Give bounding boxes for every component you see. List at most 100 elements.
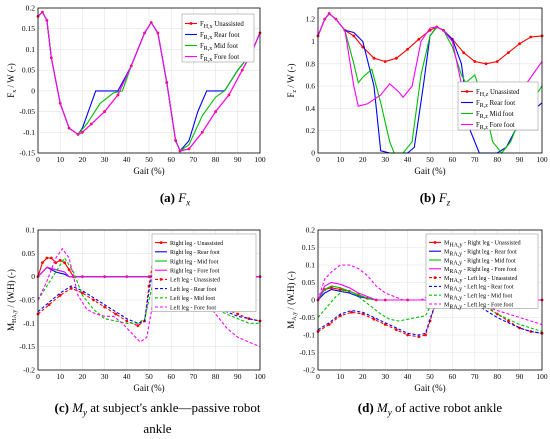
y-tick-label: 0.15 [22,24,35,33]
legend-entry: Right leg - Rear foot [170,249,220,256]
x-tick-label: 10 [337,372,345,381]
x-axis-label: Gait (%) [414,166,445,176]
data-point [473,60,477,63]
y-tick-label: -0.05 [19,296,35,305]
caption-d: (d) My of active robot ankle [310,400,550,421]
caption-c-subscript: y [83,407,88,418]
x-tick-label: 30 [381,155,389,164]
y-tick-label: 0 [311,296,315,305]
x-tick-label: 40 [123,372,131,381]
x-tick-label: 40 [404,372,412,381]
x-axis-label: Gait (%) [414,383,445,393]
y-tick-label: -0.15 [19,149,35,158]
x-tick-label: 90 [234,372,242,381]
x-tick-label: 90 [234,155,242,164]
legend-marker [189,22,193,25]
y-axis-label: MHA,y / (W.H) (-) [6,269,18,331]
y-tick-label: 0 [311,149,315,158]
plot-frame [317,229,543,371]
legend-marker [159,278,163,281]
legend-entry: MRA,y - Left leg - Fore foot [444,301,514,310]
x-tick-label: 50 [145,155,153,164]
x-tick-label: 80 [493,372,501,381]
caption-b-subscript: z [446,197,451,208]
x-tick-label: 50 [426,155,434,164]
caption-c-letter: (c) [54,400,69,415]
legend-entry: Right leg - Unassisted [170,241,223,247]
series-line [317,12,543,154]
x-tick-label: 60 [449,155,457,164]
x-tick-label: 60 [449,372,457,381]
y-tick-label: 0.2 [26,4,36,13]
legend-entry: FH,x Unassisted [200,21,244,30]
y-tick-label: 0.1 [26,45,36,54]
legend-entry: FR,x Mid foot [200,43,238,52]
data-point [372,317,376,321]
x-tick-label: 50 [426,372,434,381]
data-point [41,261,44,265]
y-tick-label: 0.1 [26,226,36,235]
x-tick-label: 40 [404,155,412,164]
data-point [395,56,398,60]
x-tick-label: 10 [56,372,64,381]
data-point [114,312,118,316]
caption-a: (a) Fx [70,190,280,211]
y-tick-label: -0.2 [23,366,35,375]
series-line [317,264,543,326]
legend-entry: Left leg - Fore foot [170,304,216,311]
x-tick-label: 90 [516,155,524,164]
x-tick-label: 50 [145,372,153,381]
data-point [103,305,106,309]
data-point [352,34,356,38]
legend-entry: Left leg - Unassisted [170,277,220,284]
data-point [49,256,53,260]
caption-b: (b) Fz [330,190,540,211]
y-axis-label: Fz / W (-) [286,63,298,97]
y-axis-label: MA,y / (W.H) (-) [286,271,298,329]
x-tick-label: 30 [101,372,109,381]
y-tick-label: -0.1 [23,319,35,328]
x-tick-label: 0 [316,155,320,164]
data-point [81,291,84,295]
y-tick-label: 1.2 [306,15,316,24]
y-tick-label: -0.2 [303,366,315,375]
x-tick-label: 70 [471,155,479,164]
caption-c-text: at subject's ankle—passive robot [90,400,261,415]
data-point [529,330,533,333]
data-point [417,335,421,339]
caption-d-symbol: M [376,400,388,415]
series-line [317,12,543,154]
y-tick-label: 0.6 [306,82,316,91]
data-point [507,319,510,323]
caption-b-symbol: F [438,190,447,205]
y-tick-label: 0.1 [306,261,316,270]
legend-entry: FR,z Rear foot [476,100,515,109]
x-tick-label: 10 [56,155,64,164]
legend-entry: FR,z Fore foot [476,122,515,131]
legend-entry: MHA,y - Right leg - Unassisted [444,241,521,249]
data-point [395,328,398,332]
x-tick-label: 20 [79,155,87,164]
y-tick-label: 0.2 [306,126,316,135]
x-tick-label: 70 [471,372,479,381]
legend-entry: MHA,y - Left leg - Unassisted [444,275,517,284]
y-tick-label: -0.15 [19,342,35,351]
legend-entry: MRA,y - Left leg - Mid foot [444,293,513,302]
caption-a-letter: (a) [159,190,175,205]
x-tick-label: 20 [79,372,87,381]
legend-entry: Left leg - Rear foot [170,286,217,293]
x-tick-label: 40 [123,155,131,164]
y-tick-label: 1 [311,37,315,46]
data-point [125,319,129,323]
x-tick-label: 80 [493,155,501,164]
x-tick-label: 20 [359,155,367,164]
data-point [495,60,499,63]
legend-entry: MRA,y - Left leg - Rear foot [444,284,514,293]
y-tick-label: 0.4 [306,104,316,113]
x-tick-label: 70 [190,372,198,381]
x-axis-label: Gait (%) [133,383,164,393]
series-line [37,255,261,327]
x-tick-label: 70 [190,155,198,164]
data-point [529,35,533,39]
